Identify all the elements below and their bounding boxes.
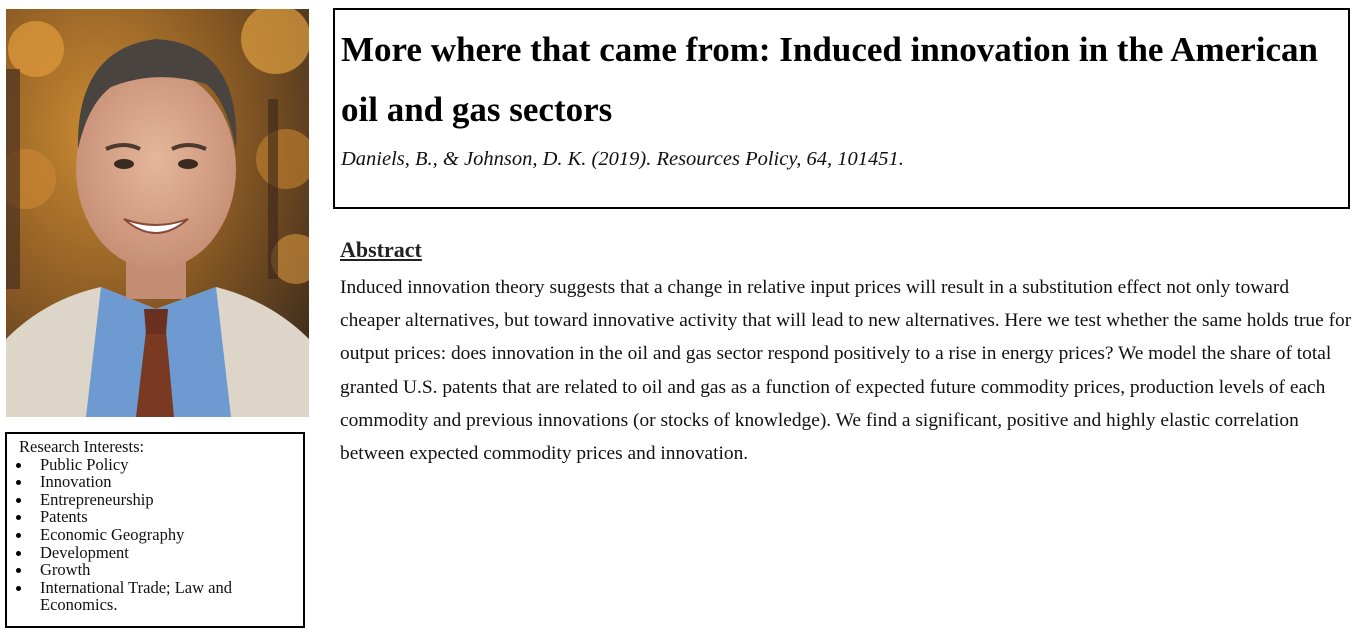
list-item: Public Policy xyxy=(16,455,303,474)
research-interests-box: Research Interests: Public Policy Innova… xyxy=(5,432,305,628)
paper-header-box: More where that came from: Induced innov… xyxy=(333,8,1350,209)
list-item: Innovation xyxy=(16,473,303,491)
paper-title: More where that came from: Induced innov… xyxy=(341,30,1318,129)
profile-photo xyxy=(6,9,309,417)
list-item: Economic Geography xyxy=(16,526,303,544)
research-interests-list: Public Policy Innovation Entrepreneurshi… xyxy=(7,455,303,614)
person-portrait-icon xyxy=(6,9,309,417)
list-item: Growth xyxy=(16,561,303,579)
list-item: Patents xyxy=(16,508,303,526)
abstract-heading: Abstract xyxy=(340,237,422,262)
paper-citation: Daniels, B., & Johnson, D. K. (2019). Re… xyxy=(341,148,904,170)
abstract-text: Induced innovation theory suggests that … xyxy=(340,277,1352,465)
list-item: Entrepreneurship xyxy=(16,491,303,509)
list-item: International Trade; Law and Economics. xyxy=(16,578,303,614)
list-item: Development xyxy=(16,543,303,562)
research-interests-title: Research Interests: xyxy=(19,437,145,456)
